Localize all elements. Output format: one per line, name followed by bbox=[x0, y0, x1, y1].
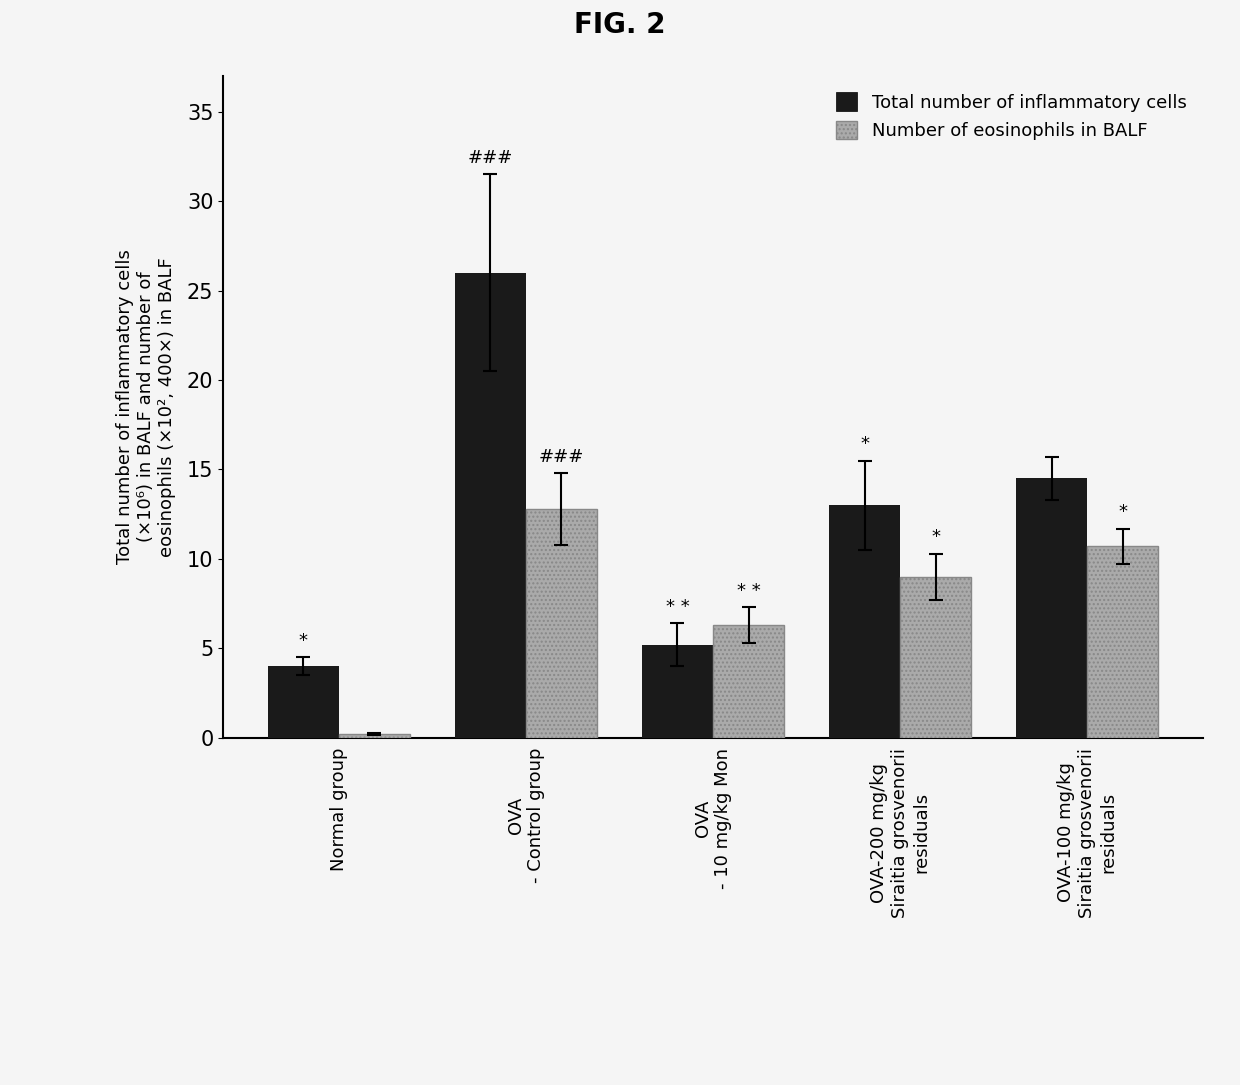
Text: FIG. 2: FIG. 2 bbox=[574, 11, 666, 39]
Bar bbox=[526, 509, 596, 738]
Text: *: * bbox=[1118, 503, 1127, 522]
Bar bbox=[642, 644, 713, 738]
Text: ###: ### bbox=[467, 149, 513, 167]
Text: * *: * * bbox=[737, 582, 760, 600]
Bar bbox=[900, 577, 971, 738]
Bar bbox=[1016, 478, 1087, 738]
Text: * *: * * bbox=[666, 598, 689, 616]
Text: *: * bbox=[931, 528, 940, 547]
Y-axis label: Total number of inflammatory cells
(×10⁶) in BALF and number of
eosinophils (×10: Total number of inflammatory cells (×10⁶… bbox=[117, 250, 176, 564]
Bar bbox=[830, 506, 900, 738]
Text: *: * bbox=[299, 633, 308, 650]
Bar bbox=[1087, 547, 1158, 738]
Text: ###: ### bbox=[538, 448, 584, 465]
Bar bbox=[455, 272, 526, 738]
Text: *: * bbox=[861, 435, 869, 454]
Bar bbox=[268, 666, 339, 738]
Bar bbox=[713, 625, 784, 738]
Bar bbox=[339, 735, 410, 738]
Legend: Total number of inflammatory cells, Number of eosinophils in BALF: Total number of inflammatory cells, Numb… bbox=[828, 85, 1194, 148]
